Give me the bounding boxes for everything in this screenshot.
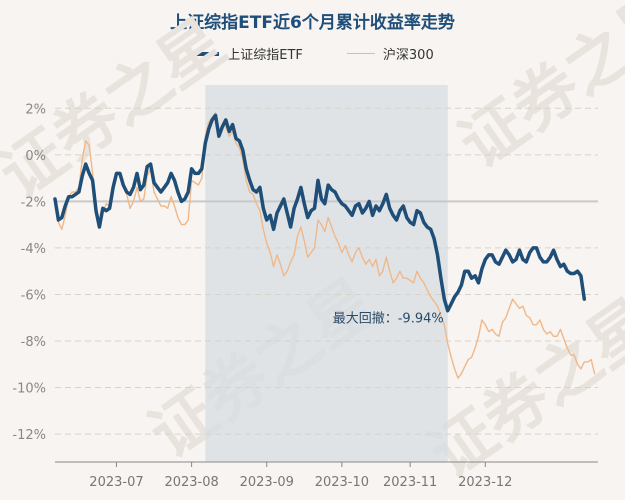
x-tick-label: 2023-10	[315, 475, 369, 490]
y-tick-label: -6%	[21, 288, 46, 303]
y-tick-label: -12%	[12, 428, 46, 443]
chart-title: 上证综指ETF近6个月累计收益率走势	[170, 13, 455, 33]
y-tick-label: 0%	[25, 149, 46, 164]
y-tick-label: -8%	[21, 335, 46, 350]
legend-swatch-hs300	[346, 53, 375, 54]
drawdown-shade	[205, 85, 448, 462]
legend-swatch-etf	[191, 51, 220, 56]
x-tick-label: 2023-11	[383, 475, 437, 490]
legend: 上证综指ETF 沪深300	[0, 44, 625, 63]
drawdown-annotation: 最大回撤：-9.94%	[333, 310, 444, 326]
y-tick-label: -10%	[12, 382, 46, 397]
y-tick-label: -2%	[21, 195, 46, 210]
legend-item-hs300: 沪深300	[346, 44, 434, 63]
y-tick-label: 2%	[25, 102, 46, 117]
legend-label-etf: 上证综指ETF	[227, 48, 303, 63]
x-tick-label: 2023-08	[164, 475, 218, 490]
x-tick-label: 2023-07	[89, 475, 143, 490]
legend-item-etf: 上证综指ETF	[191, 44, 303, 63]
series-line-etf	[53, 113, 587, 313]
series-line-hs300	[54, 112, 596, 379]
x-tick-label: 2023-12	[458, 475, 512, 490]
x-tick-label: 2023-09	[240, 475, 294, 490]
watermark-text: 证券之星	[447, 0, 625, 183]
y-tick-label: -4%	[21, 242, 46, 257]
legend-label-hs300: 沪深300	[382, 48, 434, 63]
